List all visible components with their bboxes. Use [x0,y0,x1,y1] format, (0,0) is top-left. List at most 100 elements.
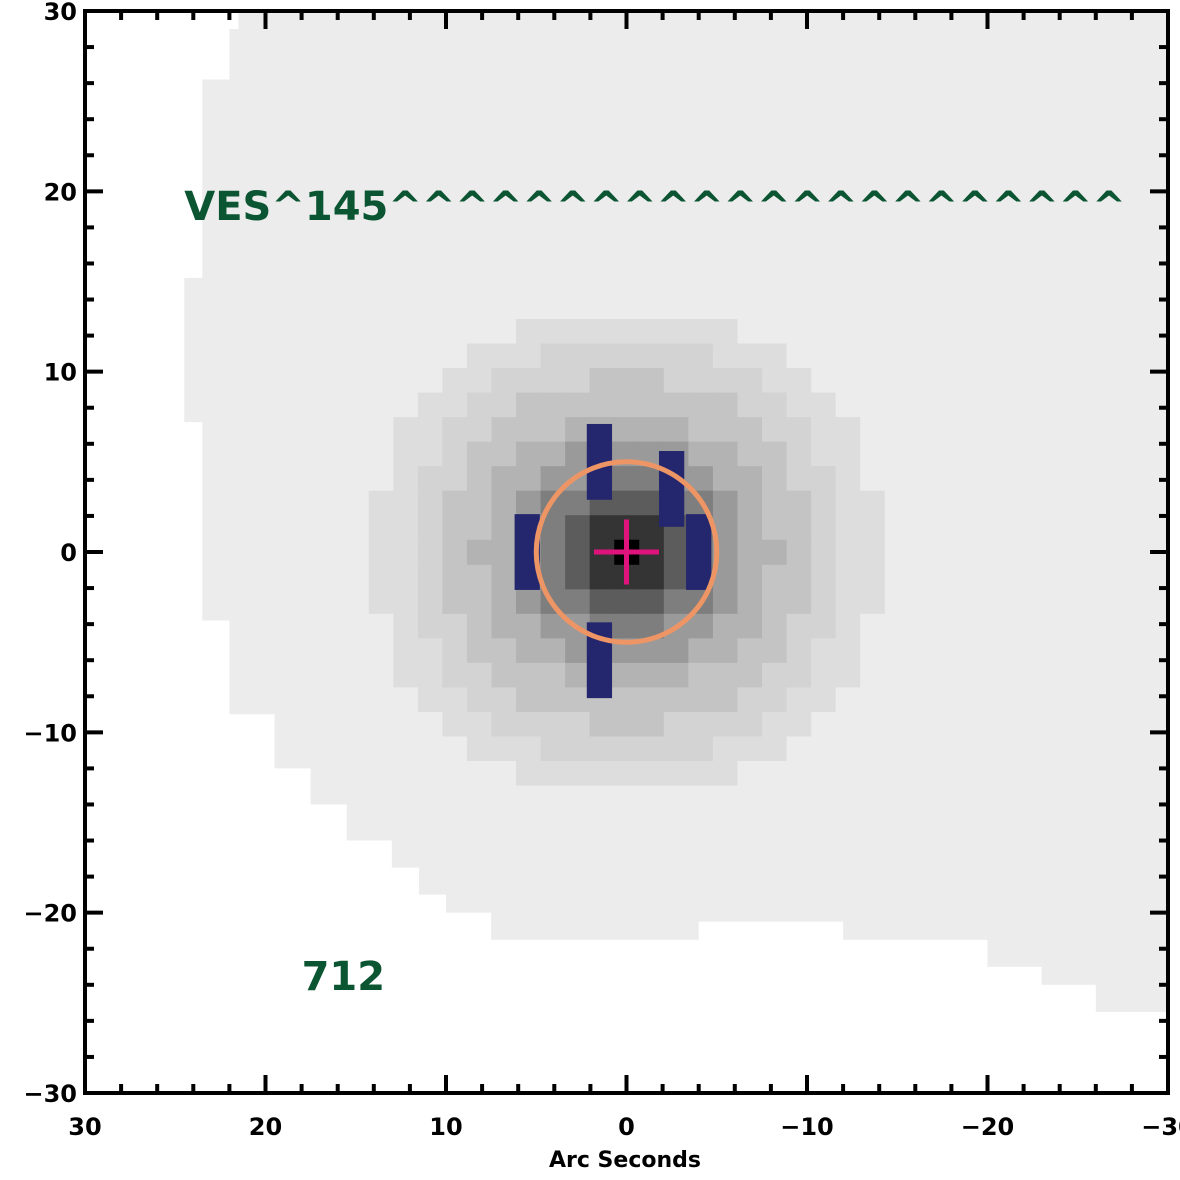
halo-pixel [712,417,738,443]
halo-pixel [712,441,738,467]
halo-pixel [786,637,812,663]
halo-pixel [687,637,713,663]
halo-pixel [712,760,738,786]
halo-pixel [589,735,615,761]
halo-pixel [810,539,836,565]
x-tick-label: 10 [429,1113,462,1141]
halo-pixel [638,319,664,345]
halo-pixel [442,539,468,565]
halo-pixel [417,490,443,516]
halo-pixel [491,417,517,443]
halo-pixel [516,760,542,786]
halo-pixel [442,588,468,614]
halo-pixel [565,735,591,761]
halo-pixel [466,686,492,712]
y-tick-label: −10 [23,719,77,747]
halo-pixel [516,343,542,369]
halo-pixel [393,637,419,663]
halo-pixel [466,490,492,516]
halo-pixel [712,613,738,639]
halo-pixel [638,417,664,443]
halo-pixel [491,686,517,712]
halo-pixel [466,417,492,443]
halo-pixel [761,441,787,467]
halo-pixel [736,539,763,565]
halo-pixel [663,319,689,345]
halo-pixel [491,564,517,590]
halo-pixel [491,368,517,394]
halo-pixel [786,564,812,590]
halo-pixel [565,368,591,394]
annotation-0: VES^145^^^^^^^^^^^^^^^^^^^^^^ [184,184,1125,230]
halo-pixel [859,490,885,516]
halo-pixel [859,539,885,565]
halo-pixel [565,343,591,369]
halo-pixel [540,735,566,761]
halo-pixel [466,735,492,761]
halo-pixel [614,613,640,639]
halo-pixel [687,392,713,418]
halo-pixel [638,564,664,590]
halo-pixel [565,711,591,737]
halo-pixel [786,613,812,639]
halo-pixel [540,662,566,688]
overlay-layer: VES^145^^^^^^^^^^^^^^^^^^^^^^ 712 [184,184,1125,1000]
halo-pixel [786,392,812,418]
halo-pixel [736,466,763,492]
halo-pixel [638,368,664,394]
halo-pixel [638,662,664,688]
halo-pixel [835,490,861,516]
halo-pixel [687,343,713,369]
halo-pixel [761,490,787,516]
halo-pixel [736,662,763,688]
halo-pixel [687,441,713,467]
halo-pixel [516,392,542,418]
halo-pixel [417,588,443,614]
halo-pixel [491,515,517,541]
halo-pixel [491,662,517,688]
halo-pixel [859,515,885,541]
halo-pixel [614,368,640,394]
tick-marks [83,9,1170,1095]
halo-pixel [835,515,861,541]
halo-pixel [736,686,763,712]
halo-pixel [466,613,492,639]
halo-pixel [565,417,591,443]
halo-pixel [736,392,763,418]
halo-pixel [417,392,443,418]
halo-pixel [442,662,468,688]
halo-pixel [540,441,566,467]
x-tick-label: 20 [249,1113,282,1141]
halo-pixel [417,466,443,492]
halo-pixel [786,711,812,737]
halo-pixel [565,760,591,786]
halo-pixel [466,539,492,565]
x-tick-label: −30 [1141,1113,1180,1141]
halo-pixel [491,466,517,492]
halo-pixel [589,711,615,737]
halo-pixel [491,441,517,467]
halo-pixel [712,686,738,712]
halo-pixel [417,613,443,639]
halo-pixel [540,760,566,786]
halo-pixel [859,564,885,590]
halo-pixel [516,368,542,394]
aperture-circle [533,459,720,645]
halo-pixel [687,417,713,443]
halo-pixel [393,539,419,565]
halo-pixel [687,662,713,688]
halo-pixel [736,711,763,737]
halo-pixel [466,637,492,663]
halo-pixel [393,466,419,492]
halo-pixel [614,588,640,614]
halo-pixel [712,343,738,369]
halo-pixel [417,686,443,712]
halo-pixel [663,392,689,418]
halo-pixel [589,392,615,418]
halo-pixel [835,441,861,467]
halo-pixel [466,515,492,541]
annotation-1: 712 [302,954,386,1000]
halo-pixel [761,662,787,688]
halo-pixel [761,417,787,443]
halo-pixel [466,441,492,467]
